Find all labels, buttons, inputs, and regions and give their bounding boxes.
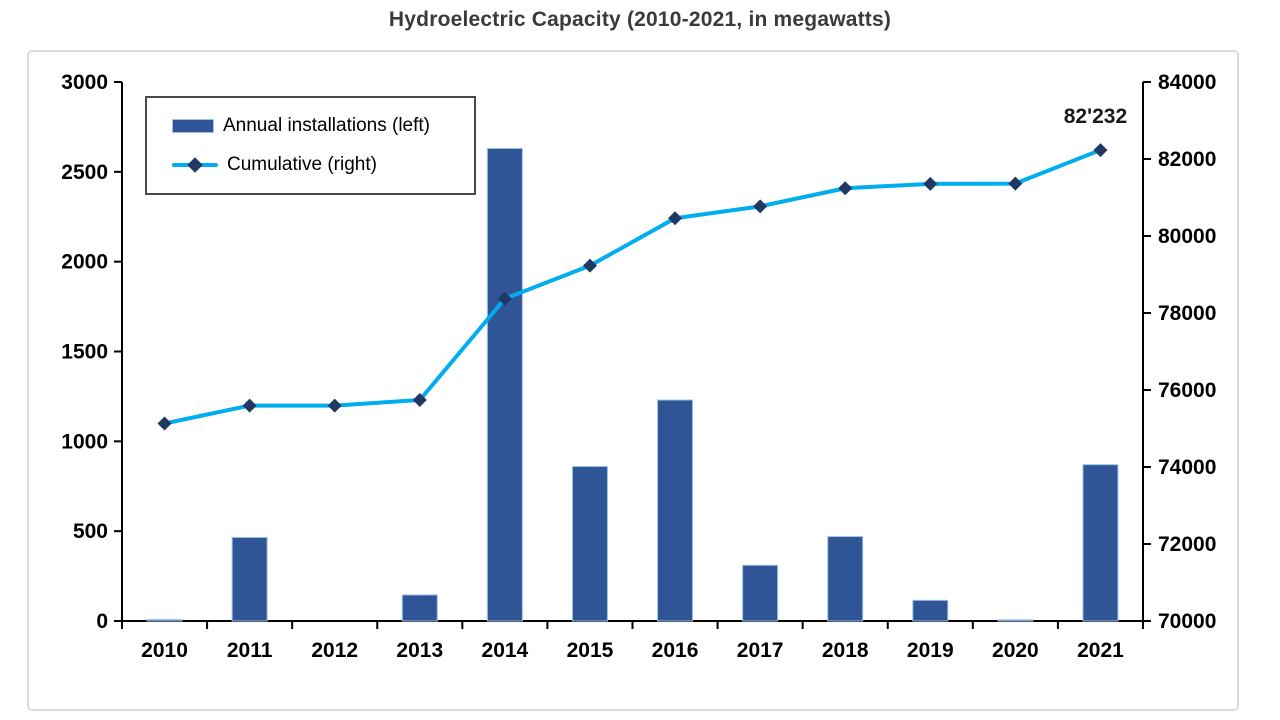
marker-2012	[327, 398, 342, 413]
bar-2017	[742, 564, 779, 622]
bar-2016	[657, 399, 694, 622]
cumulative-line	[162, 148, 1103, 426]
diamond-marker-icon	[187, 157, 203, 173]
bar-2014	[486, 147, 523, 622]
x-axis-year-label: 2019	[907, 639, 954, 662]
cumulative-final-value-label: 82'232	[1064, 105, 1127, 128]
right-axis-tick-label: 74000	[1158, 456, 1216, 479]
left-axis-tick-label: 1500	[61, 341, 108, 364]
marker-2018	[838, 181, 853, 196]
legend-label-cumulative: Cumulative (right)	[227, 154, 377, 175]
legend-item-annual-installations: Annual installations (left)	[172, 115, 474, 137]
x-axis-year-label: 2020	[992, 639, 1039, 662]
marker-2019	[923, 176, 938, 191]
legend: Annual installations (left) Cumulative (…	[145, 96, 476, 195]
bar-2018	[827, 536, 864, 622]
bar-2010	[146, 619, 183, 622]
right-axis-tick-label: 82000	[1158, 148, 1216, 171]
marker-2015	[582, 258, 597, 273]
bar-2020	[997, 619, 1034, 622]
right-axis-tick-label: 76000	[1158, 379, 1216, 402]
marker-2017	[753, 199, 768, 214]
x-axis-year-label: 2016	[652, 639, 699, 662]
marker-2021	[1093, 143, 1108, 158]
marker-2016	[668, 211, 683, 226]
marker-2010	[157, 416, 172, 431]
bar-2021	[1082, 464, 1119, 622]
bar-2015	[571, 465, 608, 622]
line-swatch-icon	[172, 157, 218, 173]
x-axis-year-label: 2012	[311, 639, 358, 662]
right-axis-tick-label: 78000	[1158, 302, 1216, 325]
x-axis-year-label: 2015	[567, 639, 614, 662]
bar-2019	[912, 599, 949, 622]
x-axis-year-label: 2011	[227, 639, 273, 662]
right-axis-tick-label: 80000	[1158, 225, 1216, 248]
marker-2014	[497, 291, 512, 306]
x-axis-year-label: 2021	[1077, 639, 1124, 662]
bar-2013	[401, 594, 438, 622]
left-axis-tick-label: 2500	[61, 161, 108, 184]
x-axis-year-label: 2017	[737, 639, 784, 662]
x-axis-year-label: 2010	[141, 639, 188, 662]
bar-swatch-icon	[172, 119, 214, 133]
chart-title: Hydroelectric Capacity (2010-2021, in me…	[388, 8, 892, 31]
left-axis-tick-label: 3000	[61, 71, 108, 94]
marker-2011	[242, 398, 257, 413]
marker-2020	[1008, 176, 1023, 191]
left-axis-tick-label: 0	[96, 610, 108, 633]
legend-item-cumulative: Cumulative (right)	[172, 154, 474, 176]
x-axis-year-label: 2013	[396, 639, 443, 662]
right-axis-tick-label: 84000	[1158, 71, 1216, 94]
legend-label-annual: Annual installations (left)	[223, 115, 430, 136]
left-axis-tick-label: 500	[73, 520, 108, 543]
marker-2013	[412, 393, 427, 408]
x-axis-year-label: 2014	[482, 639, 529, 662]
left-axis-tick-label: 2000	[61, 251, 108, 274]
bar-2011	[231, 536, 268, 622]
right-axis-tick-label: 70000	[1158, 610, 1216, 633]
right-axis-tick-label: 72000	[1158, 533, 1216, 556]
left-axis-tick-label: 1000	[61, 430, 108, 453]
x-axis-year-label: 2018	[822, 639, 869, 662]
